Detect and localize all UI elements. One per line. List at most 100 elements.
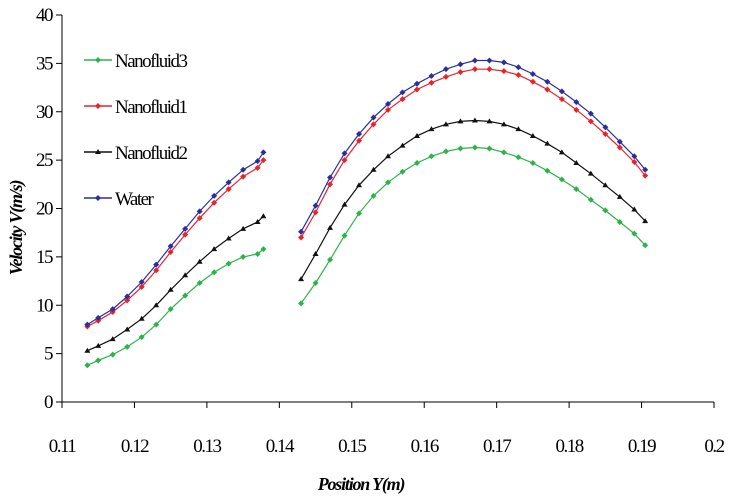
data-point-water [457, 61, 464, 68]
y-tick-label: 25 [36, 150, 53, 171]
data-point-nanofluid3 [84, 362, 91, 369]
data-point-nanofluid2 [211, 246, 218, 252]
data-point-water [442, 66, 449, 73]
data-point-nanofluid3 [515, 154, 522, 161]
x-tick-label: 0.13 [193, 436, 221, 457]
legend-label-nanofluid3: Nanofluid3 [115, 51, 188, 72]
legend-label-water: Water [115, 189, 155, 210]
data-point-nanofluid2 [260, 213, 267, 219]
data-point-nanofluid3 [587, 196, 594, 203]
data-point-water [515, 64, 522, 71]
series-nanofluid3 [84, 144, 649, 369]
data-point-water [616, 138, 623, 145]
data-point-nanofluid2 [167, 286, 174, 292]
data-point-water [356, 131, 363, 138]
data-point-water [385, 101, 391, 108]
data-point-nanofluid3 [138, 334, 145, 341]
data-point-nanofluid1 [240, 173, 247, 180]
data-point-nanofluid2 [225, 235, 232, 241]
legend-label-nanofluid2: Nanofluid2 [115, 143, 188, 164]
data-point-nanofluid1 [182, 231, 189, 238]
data-point-nanofluid2 [616, 193, 623, 199]
data-point-water [471, 57, 478, 64]
data-point-water [500, 59, 507, 66]
data-point-nanofluid1 [587, 118, 594, 125]
data-point-water [182, 225, 189, 232]
data-point-nanofluid3 [471, 144, 478, 151]
data-point-nanofluid3 [211, 269, 218, 276]
y-tick-label: 15 [36, 247, 53, 268]
data-point-nanofluid3 [500, 149, 507, 156]
data-point-nanofluid1 [225, 186, 232, 193]
legend-marker-nanofluid3 [95, 57, 101, 63]
data-point-nanofluid2 [471, 117, 478, 123]
data-point-nanofluid3 [457, 145, 464, 152]
data-point-nanofluid1 [124, 297, 131, 304]
data-point-nanofluid1 [260, 157, 267, 164]
x-tick-label: 0.17 [483, 436, 511, 457]
data-point-nanofluid2 [558, 149, 565, 155]
series-line-nanofluid1 [300, 68, 646, 238]
data-point-nanofluid1 [486, 66, 493, 73]
data-point-nanofluid2 [196, 258, 203, 264]
x-tick-label: 0.15 [338, 436, 366, 457]
data-point-nanofluid2 [486, 118, 493, 124]
data-point-water [341, 150, 348, 157]
x-tick-label: 0.18 [555, 436, 583, 457]
data-point-nanofluid3 [385, 179, 391, 186]
data-point-water [124, 293, 131, 300]
data-point-nanofluid3 [631, 230, 638, 237]
series-water [84, 57, 649, 328]
data-point-water [399, 89, 406, 96]
data-point-nanofluid1 [573, 106, 580, 113]
data-point-water [558, 88, 565, 95]
data-point-nanofluid3 [327, 256, 334, 263]
legend-item-nanofluid1: Nanofluid1 [84, 97, 189, 118]
data-point-nanofluid1 [500, 68, 507, 75]
series-line-nanofluid2 [87, 215, 264, 352]
y-axis-label: Velocity V(m/s) [6, 181, 27, 276]
data-point-nanofluid3 [486, 145, 493, 152]
data-point-water [240, 166, 247, 173]
data-point-water [327, 174, 334, 181]
y-tick-label: 30 [36, 102, 53, 123]
data-point-water [167, 243, 174, 250]
data-point-water [138, 279, 145, 286]
data-point-nanofluid2 [413, 132, 420, 138]
data-point-water [225, 179, 232, 186]
data-point-water [413, 80, 420, 87]
plot-area: 0.11 0.12 0.13 0.14 0.15 0.16 0.17 0.18 0.19 0.2 … [36, 5, 726, 457]
data-point-nanofluid3 [225, 260, 232, 267]
data-point-nanofluid1 [356, 137, 363, 144]
data-point-water [95, 314, 102, 321]
x-tick-label: 0.11 [49, 436, 77, 457]
data-point-nanofluid2 [240, 225, 247, 231]
data-point-nanofluid1 [254, 164, 261, 171]
data-point-nanofluid3 [124, 343, 131, 350]
data-point-nanofluid3 [413, 160, 420, 167]
data-point-water [254, 158, 261, 165]
data-point-nanofluid3 [616, 219, 623, 226]
data-point-water [587, 110, 594, 117]
data-point-nanofluid1 [471, 66, 478, 73]
data-point-water [529, 71, 536, 78]
data-point-nanofluid1 [602, 131, 609, 138]
data-point-nanofluid2 [515, 126, 522, 132]
data-point-nanofluid3 [529, 160, 536, 167]
data-point-water [370, 114, 377, 121]
data-point-water [196, 208, 203, 215]
data-point-nanofluid1 [457, 69, 464, 76]
data-point-water [153, 261, 160, 268]
series-line-nanofluid3 [87, 248, 264, 366]
data-point-nanofluid3 [109, 351, 116, 358]
data-point-nanofluid1 [631, 159, 638, 166]
series-nanofluid2 [84, 117, 649, 353]
data-point-nanofluid2 [254, 219, 261, 225]
data-point-nanofluid2 [298, 276, 305, 282]
data-point-water [84, 321, 91, 328]
data-point-nanofluid2 [312, 250, 319, 256]
data-point-nanofluid3 [153, 321, 160, 328]
data-point-water [298, 228, 305, 235]
data-point-nanofluid2 [356, 182, 363, 188]
